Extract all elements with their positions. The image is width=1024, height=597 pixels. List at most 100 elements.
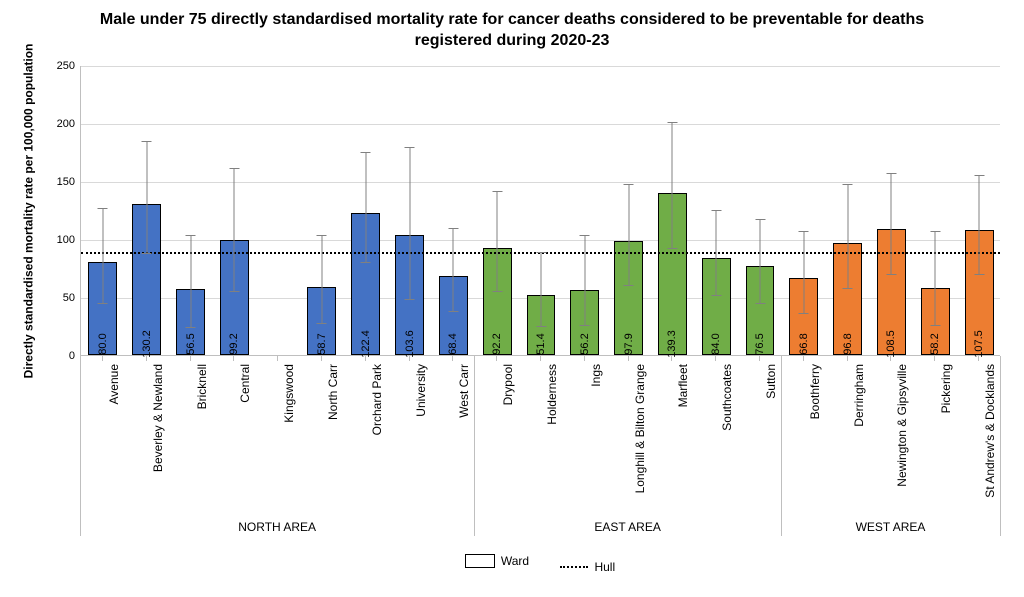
error-cap [930,231,940,232]
y-axis-title: Directly standardised mortality rate per… [18,66,38,356]
x-axis-label: Central [238,364,252,403]
error-cap [229,291,239,292]
error-cap [886,274,896,275]
error-bar [321,235,322,323]
error-cap [755,219,765,220]
y-axis-title-text: Directly standardised mortality rate per… [21,44,35,379]
bar-value-label: 97.9 [623,333,635,354]
y-tick-label: 150 [57,176,81,188]
error-cap [492,291,502,292]
error-bar [847,184,848,288]
x-axis-label: Beverley & Newland [151,364,165,472]
x-tick [102,356,103,361]
x-tick [190,356,191,361]
bar-value-label: 92.2 [491,333,503,354]
bar-value-label: 99.2 [228,333,240,354]
bar-value-label: 76.5 [754,333,766,354]
bar-value-label: 108.5 [885,330,897,358]
error-cap [142,253,152,254]
error-cap [186,327,196,328]
error-cap [492,191,502,192]
error-bar [541,252,542,327]
x-tick [452,356,453,361]
error-cap [98,303,108,304]
x-axis-label: Newington & Gipsyville [895,364,909,487]
error-cap [229,168,239,169]
error-bar [102,208,103,304]
x-axis-labels: AvenueBeverley & NewlandBricknellCentral… [80,358,1000,518]
chart-title: Male under 75 directly standardised mort… [0,0,1024,56]
bar-value-label: 51.4 [535,333,547,354]
error-bar [190,235,191,328]
error-bar [365,152,366,263]
group-label: EAST AREA [594,520,660,534]
error-cap [667,248,677,249]
error-cap [405,147,415,148]
x-axis-label: West Carr [457,364,471,418]
grid-line [81,66,1000,67]
x-axis-label: North Carr [326,364,340,420]
legend-hull-label: Hull [594,560,615,574]
x-tick [233,356,234,361]
bar-value-label: 68.4 [447,333,459,354]
error-cap [186,235,196,236]
group-labels: NORTH AREAEAST AREAWEST AREA [80,520,1000,540]
error-bar [803,231,804,315]
bar-value-label: 107.5 [973,330,985,358]
x-tick [496,356,497,361]
group-separator [474,356,475,536]
error-cap [886,173,896,174]
bar-value-label: 66.8 [798,333,810,354]
x-tick [321,356,322,361]
x-axis-label: Holderness [545,364,559,425]
error-cap [580,325,590,326]
error-cap [536,326,546,327]
bar-value-label: 122.4 [360,330,372,358]
plot-area: 05010015020025080.0130.256.599.258.7122.… [80,66,1000,356]
group-separator [80,356,81,536]
x-tick [847,356,848,361]
x-axis-label: St Andrew's & Docklands [983,364,997,498]
y-tick-label: 200 [57,118,81,130]
bar-value-label: 80.0 [97,333,109,354]
error-cap [448,228,458,229]
x-axis-label: Derringham [852,364,866,427]
bar-value-label: 96.8 [842,333,854,354]
error-bar [453,228,454,312]
x-axis-label: Southcoates [720,364,734,431]
error-bar [409,147,410,300]
error-cap [799,231,809,232]
group-label: NORTH AREA [238,520,316,534]
bar-value-label: 58.2 [929,333,941,354]
grid-line [81,124,1000,125]
legend-item-ward: Ward [465,554,529,568]
error-bar [628,184,629,286]
error-bar [584,235,585,325]
error-cap [361,262,371,263]
x-tick [540,356,541,361]
bar-value-label: 56.2 [579,333,591,354]
error-cap [536,252,546,253]
x-tick [277,356,278,361]
error-cap [317,235,327,236]
x-tick [628,356,629,361]
error-cap [317,323,327,324]
error-cap [624,285,634,286]
grid-line [81,240,1000,241]
error-cap [98,208,108,209]
error-cap [667,122,677,123]
bar-value-label: 103.6 [404,330,416,358]
group-separator [781,356,782,536]
x-tick [934,356,935,361]
x-axis-label: Drypool [501,364,515,405]
x-axis-label: Boothferry [808,364,822,419]
group-separator [1000,356,1001,536]
bar-value-label: 58.7 [316,333,328,354]
error-cap [142,141,152,142]
x-tick [759,356,760,361]
grid-line [81,182,1000,183]
x-axis-label: Bricknell [195,364,209,409]
x-axis-label: Orchard Park [370,364,384,435]
error-cap [624,184,634,185]
chart-container: Male under 75 directly standardised mort… [0,0,1024,597]
